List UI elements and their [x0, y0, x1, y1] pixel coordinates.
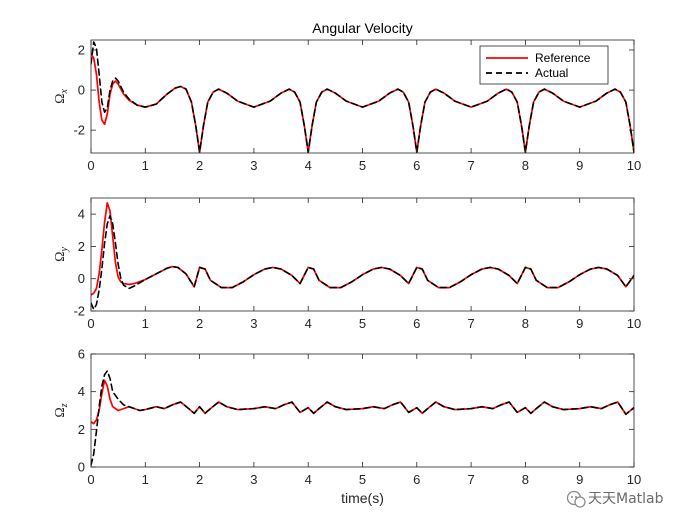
x-tick-label: 2 — [196, 472, 203, 487]
x-tick-label: 10 — [627, 472, 641, 487]
y-axis-label: Ωx — [53, 89, 70, 104]
x-tick-label: 0 — [87, 316, 94, 331]
y-axis-label-main: Ω — [53, 94, 68, 104]
x-tick-label: 4 — [305, 316, 312, 331]
x-tick-label: 8 — [522, 472, 529, 487]
x-tick-label: 7 — [467, 316, 474, 331]
x-tick-label: 7 — [467, 158, 474, 173]
y-axis-label-subscript: z — [59, 403, 70, 408]
x-tick-label: 1 — [142, 472, 149, 487]
y-tick-label: 6 — [78, 347, 85, 362]
y-axis-label-subscript: y — [59, 247, 70, 253]
x-tick-label: 5 — [359, 316, 366, 331]
legend-entry-actual: Actual — [535, 66, 568, 80]
x-tick-label: 5 — [359, 158, 366, 173]
x-tick-label: 0 — [87, 158, 94, 173]
x-tick-label: 3 — [250, 472, 257, 487]
x-axis-label: time(s) — [341, 490, 384, 506]
x-tick-label: 6 — [413, 472, 420, 487]
y-tick-label: 2 — [78, 43, 85, 58]
y-tick-label: 4 — [78, 207, 85, 222]
series-group — [91, 370, 634, 466]
x-tick-label: 4 — [305, 472, 312, 487]
y-axis-label-main: Ω — [53, 252, 68, 262]
subplot-3: 0 1 2 3 4 5 6 7 8 9 10 0 2 4 6 Ωz time(s) — [53, 347, 641, 507]
x-tick-label: 6 — [413, 316, 420, 331]
x-tick-label: 3 — [250, 158, 257, 173]
y-axis-label-subscript: x — [59, 89, 70, 95]
x-tick-label: 2 — [196, 316, 203, 331]
x-tick-label: 9 — [576, 472, 583, 487]
y-axis-label-main: Ω — [53, 407, 68, 417]
series-line-actual — [91, 370, 634, 466]
y-tick-label: 4 — [78, 384, 85, 399]
watermark: 天天Matlab — [566, 490, 664, 508]
chart-title: Angular Velocity — [312, 20, 412, 36]
y-axis-label: Ωy — [53, 247, 70, 262]
series-line-actual — [91, 214, 634, 311]
series-group — [91, 201, 634, 311]
x-tick-label: 9 — [576, 316, 583, 331]
x-tick-label: 4 — [305, 158, 312, 173]
y-tick-label: 2 — [78, 422, 85, 437]
legend-entry-reference: Reference — [535, 51, 591, 65]
x-tick-label: 2 — [196, 158, 203, 173]
series-group — [91, 41, 634, 153]
y-tick-label: -2 — [73, 304, 85, 319]
x-tick-label: 9 — [576, 158, 583, 173]
wechat-icon — [566, 490, 586, 508]
x-tick-label: 10 — [627, 316, 641, 331]
series-line-actual — [91, 41, 634, 153]
x-tick-label: 1 — [142, 316, 149, 331]
y-axis-label: Ωz — [53, 403, 70, 417]
y-tick-label: -2 — [73, 123, 85, 138]
x-tick-label: 7 — [467, 472, 474, 487]
y-tick-label: 0 — [78, 271, 85, 286]
x-tick-label: 5 — [359, 472, 366, 487]
x-tick-label: 8 — [522, 158, 529, 173]
x-tick-label: 3 — [250, 316, 257, 331]
x-tick-label: 10 — [627, 158, 641, 173]
x-tick-label: 6 — [413, 158, 420, 173]
legend-box — [479, 45, 609, 85]
y-tick-label: 2 — [78, 239, 85, 254]
subplot-1: 0 1 2 3 4 5 6 7 8 9 10 -2 0 2 Ωx Angular Velocity Refere… — [53, 20, 641, 173]
x-tick-label: 1 — [142, 158, 149, 173]
y-tick-label: 0 — [78, 460, 85, 475]
watermark-text: 天天Matlab — [588, 491, 664, 507]
x-tick-label: 8 — [522, 316, 529, 331]
y-tick-label: 0 — [78, 83, 85, 98]
x-tick-label: 0 — [87, 472, 94, 487]
